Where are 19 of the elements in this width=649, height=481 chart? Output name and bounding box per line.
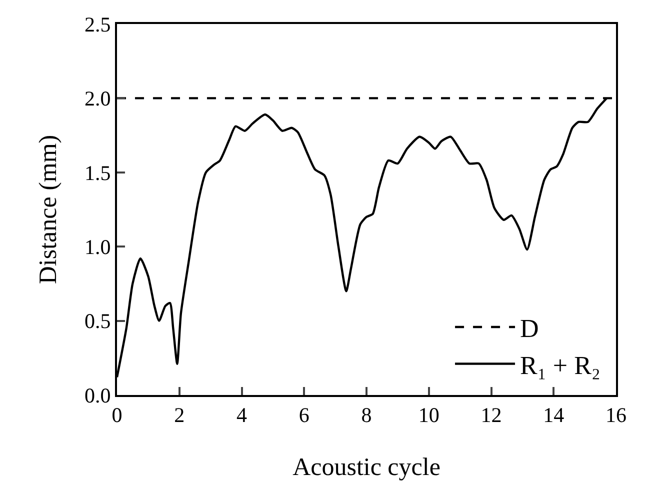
x-tick-label: 14 [543, 403, 565, 428]
y-tick-label: 2.0 [84, 86, 111, 111]
y-tick-label: 1.0 [84, 234, 111, 259]
legend-label: R₁ + R₂ [520, 350, 601, 380]
x-axis-title: Acoustic cycle [292, 454, 440, 481]
x-tick-label: 2 [174, 403, 185, 428]
x-tick-label: 8 [361, 403, 372, 428]
x-tick-label: 6 [298, 403, 310, 428]
x-tick-label: 12 [480, 403, 502, 428]
y-tick-label: 0.5 [84, 309, 111, 334]
y-tick-label: 1.5 [84, 160, 111, 185]
x-tick-label: 10 [418, 403, 440, 428]
y-axis-title: Distance (mm) [35, 134, 62, 284]
x-tick-label: 16 [606, 403, 626, 428]
y-tick-label: 0.0 [84, 383, 111, 408]
legend-label: D [520, 314, 539, 344]
x-tick-label: 4 [236, 403, 248, 428]
y-tick-label: 2.5 [84, 12, 111, 36]
x-tick-label: 0 [112, 403, 122, 428]
